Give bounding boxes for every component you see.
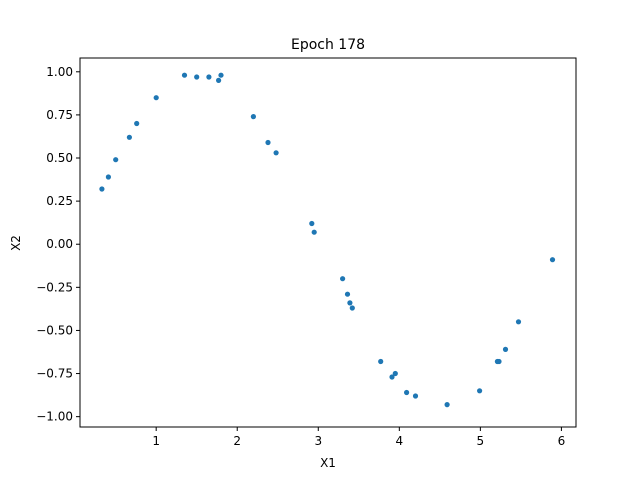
data-point-12 (265, 139, 271, 146)
data-point-10 (218, 72, 224, 78)
x-tick-label: 6 (558, 434, 566, 448)
data-point-28 (496, 358, 502, 365)
x-tick-label: 1 (152, 434, 160, 448)
data-point-5 (153, 95, 159, 101)
data-point-16 (340, 276, 346, 282)
data-point-6 (181, 72, 188, 78)
y-tick-label: −0.75 (36, 367, 73, 381)
data-point-15 (311, 229, 317, 235)
y-tick-label: 0.50 (46, 151, 73, 165)
points-layer (99, 72, 556, 408)
y-tick-label: −0.25 (36, 280, 73, 294)
plot-frame (79, 57, 577, 428)
x-tick-label: 4 (395, 434, 403, 448)
y-tick-label: 0.75 (46, 108, 73, 122)
data-point-22 (392, 370, 398, 377)
data-point-30 (515, 319, 522, 325)
x-tick-label: 5 (477, 434, 485, 448)
x-tick-label: 2 (233, 434, 241, 448)
data-point-29 (502, 346, 509, 352)
data-point-3 (126, 134, 132, 140)
data-point-25 (444, 402, 450, 408)
data-point-20 (378, 358, 384, 365)
y-tick-label: 0.00 (46, 237, 73, 251)
x-axis-label: X1 (320, 456, 336, 470)
data-point-11 (250, 114, 256, 120)
data-point-7 (194, 74, 200, 80)
y-tick-label: 1.00 (46, 65, 73, 79)
data-point-9 (216, 77, 222, 83)
y-tick-label: −1.00 (36, 410, 73, 424)
x-axis-ticks: 1 2 3 4 5 6 (152, 427, 565, 448)
data-point-31 (549, 257, 556, 263)
y-tick-label: −0.50 (36, 323, 73, 337)
data-point-13 (273, 150, 279, 156)
data-point-0 (99, 186, 105, 192)
data-point-24 (412, 393, 419, 399)
y-axis-ticks: 1.00 0.75 0.50 0.25 0.00 −0.25 −0.50 −0.75 −1.00 (36, 65, 80, 424)
data-point-4 (134, 120, 140, 127)
y-tick-label: 0.25 (46, 194, 73, 208)
y-axis-label: X2 (9, 235, 23, 251)
data-point-26 (477, 388, 483, 394)
data-point-21 (389, 374, 395, 380)
data-point-18 (347, 300, 353, 306)
data-point-19 (349, 305, 355, 311)
data-point-2 (113, 157, 119, 163)
data-point-17 (344, 291, 351, 297)
data-point-8 (206, 74, 212, 80)
data-point-1 (105, 174, 111, 180)
x-tick-label: 3 (314, 434, 322, 448)
data-point-23 (404, 389, 410, 396)
data-point-14 (309, 220, 315, 227)
chart-title: Epoch 178 (291, 37, 365, 53)
